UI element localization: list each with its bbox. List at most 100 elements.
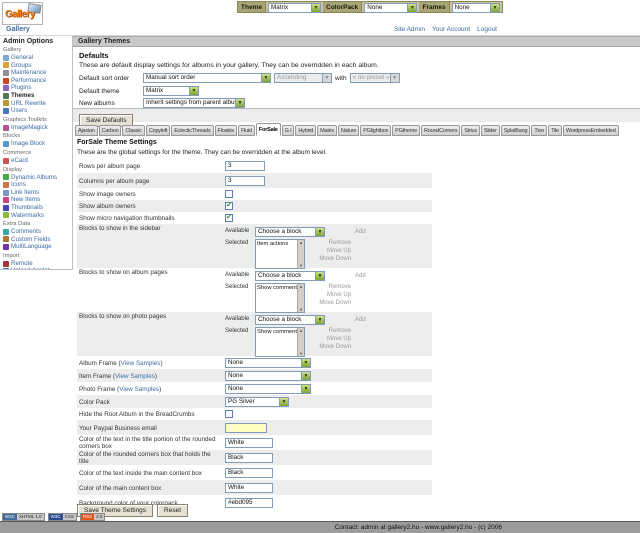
setting-checkbox[interactable]	[225, 410, 233, 418]
sidebar-item-plugins[interactable]: Plugins	[3, 84, 71, 92]
tab-classic[interactable]: Classic	[122, 125, 145, 136]
sidebar-item-custom-fields[interactable]: Custom Fields	[3, 236, 71, 244]
tab-siriux[interactable]: Siriux	[461, 125, 480, 136]
setting-checkbox[interactable]: ✔	[225, 214, 233, 222]
tab-tion[interactable]: Tion	[531, 125, 548, 136]
sidebar-item-comments[interactable]: Comments	[3, 228, 71, 236]
sidebar-item-image-block[interactable]: Image Block	[3, 140, 71, 148]
setting-row: Color of the text in the title portion o…	[77, 435, 432, 450]
save-defaults-button[interactable]: Save Defaults	[79, 114, 134, 127]
sort-order-select[interactable]: Manual sort order ▼	[143, 73, 271, 83]
listbox-item[interactable]: Show comments	[257, 285, 297, 291]
new-albums-select[interactable]: Inherit settings from parent album ▼	[143, 98, 245, 108]
setting-text-input[interactable]	[225, 175, 265, 186]
sidebar-title: Admin Options	[3, 38, 54, 45]
sidebar-item-dynamic-albums[interactable]: Dynamic Albums	[3, 174, 71, 182]
reset-button[interactable]: Reset	[157, 504, 189, 517]
setting-checkbox[interactable]: ✔	[225, 202, 233, 210]
header-link-site-admin[interactable]: Site Admin	[393, 26, 426, 33]
view-samples-link[interactable]: View Samples	[115, 372, 155, 380]
choose-block-select[interactable]: Choose a block ▼	[255, 315, 325, 325]
setting-select[interactable]: None ▼	[225, 370, 311, 381]
setting-text-input[interactable]	[225, 482, 273, 493]
footer-badge-xhtml-1-0[interactable]: W3C XHTML 1.0	[2, 513, 45, 521]
listbox-scrollbar[interactable]: ▲ ▼	[297, 240, 304, 268]
sidebar-item-performance[interactable]: Performance	[3, 77, 71, 85]
chevron-down-icon: ▼	[311, 4, 321, 12]
listbox-item[interactable]: Show comments	[257, 329, 297, 335]
setting-text-input[interactable]	[225, 437, 273, 448]
sidebar-item-url-rewrite[interactable]: URL Rewrite	[3, 100, 71, 108]
default-theme-select[interactable]: Matrix ▼	[143, 86, 199, 96]
tab-tile[interactable]: Tile	[548, 125, 562, 136]
footer-badge-css[interactable]: W3C CSS	[47, 513, 77, 521]
tab-pglightbox[interactable]: PGlightbox	[360, 125, 392, 136]
sidebar-item-link-items[interactable]: Link Items	[3, 189, 71, 197]
tab-floatrix[interactable]: Floatrix	[214, 125, 237, 136]
breadcrumb[interactable]: Gallery	[6, 26, 30, 33]
tab-carbon[interactable]: Carbon	[98, 125, 122, 136]
icons-icon	[3, 181, 9, 188]
sidebar-item-imagemagick[interactable]: ImageMagick	[3, 124, 71, 132]
sidebar-item-groups[interactable]: Groups	[3, 62, 71, 70]
gallery-logo[interactable]: Gallery	[2, 2, 43, 25]
sidebar-item-users[interactable]: Users	[3, 107, 71, 115]
setting-select[interactable]: None ▼	[225, 383, 311, 394]
sidebar-item-icons[interactable]: Icons	[3, 181, 71, 189]
tab-pgtheme[interactable]: PGtheme	[392, 125, 420, 136]
tab-ajaxian[interactable]: Ajaxian	[75, 125, 98, 136]
sidebar-item-watermarks[interactable]: Watermarks	[3, 212, 71, 220]
tab-nature[interactable]: Nature	[337, 125, 360, 136]
tab-fluid[interactable]: Fluid	[237, 125, 255, 136]
sidebar-item-ecard[interactable]: eCard	[3, 157, 71, 165]
setting-label: Show image owners	[79, 191, 136, 198]
setting-text-input[interactable]	[225, 452, 273, 463]
choose-block-select[interactable]: Choose a block ▼	[255, 271, 325, 281]
setting-select[interactable]: PG Silver ▼	[225, 396, 289, 407]
listbox-scrollbar[interactable]: ▲ ▼	[297, 284, 304, 312]
tab-wordpressembedded[interactable]: WordpressEmbedded	[562, 125, 619, 136]
sidebar-item-general[interactable]: General	[3, 54, 71, 62]
sidebar-item-upload-applet[interactable]: Upload Applet	[3, 267, 71, 269]
setting-select[interactable]: None ▼	[225, 357, 311, 368]
tab-matrix[interactable]: Matrix	[317, 125, 337, 136]
setting-control	[225, 497, 273, 508]
setting-text-input[interactable]	[225, 422, 267, 433]
view-samples-link[interactable]: View Samples	[119, 385, 160, 393]
selected-blocks-listbox[interactable]: Item actions ▲ ▼	[255, 239, 305, 269]
choose-block-select[interactable]: Choose a block ▼	[255, 227, 325, 237]
tab-roundcorners[interactable]: RoundCorners	[420, 125, 461, 136]
setting-text-input[interactable]	[225, 497, 273, 508]
chevron-down-icon: ▼	[235, 99, 244, 107]
colorpack-select[interactable]: None ▼	[364, 3, 418, 13]
tab-slider[interactable]: Slider	[480, 125, 500, 136]
listbox-item[interactable]: Item actions	[257, 241, 289, 247]
header-link-logout[interactable]: Logout	[477, 26, 497, 33]
view-samples-link[interactable]: View Samples	[120, 359, 161, 367]
sidebar-item-new-items[interactable]: New Items	[3, 196, 71, 204]
sidebar-item-thumbnails[interactable]: Thumbnails	[3, 204, 71, 212]
sidebar-item-remote[interactable]: Remote	[3, 260, 71, 268]
setting-checkbox[interactable]	[225, 190, 233, 198]
setting-control: ✔	[225, 202, 233, 210]
tab-g-i[interactable]: G.I	[281, 125, 295, 136]
tab-hybrid[interactable]: Hybrid	[295, 125, 317, 136]
tab-eclecticthreads[interactable]: EclecticThreads	[171, 125, 214, 136]
setting-text-input[interactable]	[225, 160, 265, 171]
selected-blocks-listbox[interactable]: Show comments ▲ ▼	[255, 283, 305, 313]
setting-text-input[interactable]	[225, 467, 273, 478]
tab-splatbang[interactable]: SplatBang	[500, 125, 531, 136]
chevron-down-icon: ▼	[490, 4, 499, 12]
footer-badge-2-0[interactable]: RSS 2.0	[79, 513, 106, 521]
tab-forsale[interactable]: ForSale	[255, 123, 281, 136]
listbox-scrollbar[interactable]: ▲ ▼	[297, 328, 304, 356]
frames-select[interactable]: None ▼	[451, 3, 500, 13]
sidebar-item-maintenance[interactable]: Maintenance	[3, 69, 71, 77]
header-link-your-account[interactable]: Your Account	[432, 26, 471, 33]
selected-blocks-listbox[interactable]: Show comments ▲ ▼	[255, 327, 305, 357]
theme-select[interactable]: Matrix ▼	[267, 3, 322, 13]
sidebar-item-themes[interactable]: Themes	[3, 92, 71, 100]
tab-copyleft[interactable]: Copyleft	[145, 125, 171, 136]
sidebar-item-multilanguage[interactable]: MultiLanguage	[3, 243, 71, 251]
url-rewrite-icon	[3, 100, 9, 107]
